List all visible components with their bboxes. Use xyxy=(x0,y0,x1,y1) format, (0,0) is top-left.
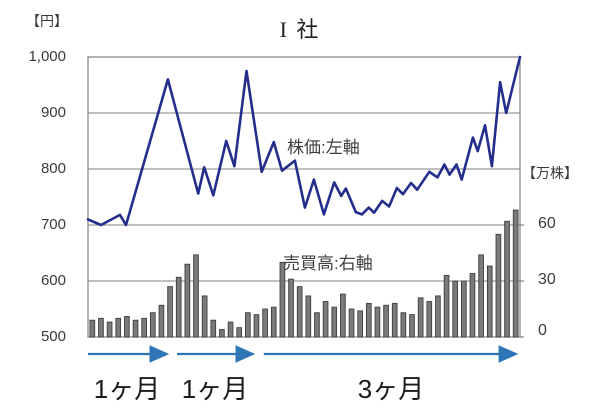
volume-bar xyxy=(357,310,363,338)
volume-bar xyxy=(495,233,502,338)
volume-bar xyxy=(210,319,217,338)
volume-bar xyxy=(469,273,476,338)
volume-bar xyxy=(443,274,450,338)
right-axis-unit-label: 【万株】 xyxy=(522,165,578,181)
volume-bar xyxy=(417,297,424,338)
volume-bar xyxy=(106,321,113,338)
chart-title: I 社 xyxy=(279,17,321,42)
period-label-3month: 3ヶ月 xyxy=(357,374,425,404)
volume-bar xyxy=(322,301,329,338)
volume-bar xyxy=(245,312,251,338)
left-axis-unit-label: 【円】 xyxy=(26,13,68,29)
volume-bar xyxy=(512,209,519,338)
left-axis-tick-1000: 1,000 xyxy=(28,48,66,65)
volume-bar xyxy=(167,286,173,338)
left-axis-tick-900: 900 xyxy=(40,104,66,121)
volume-bar xyxy=(331,306,338,338)
volume-bar xyxy=(400,312,407,338)
volume-bar xyxy=(193,254,199,338)
period-label-1month-a: 1ヶ月 xyxy=(93,374,161,404)
price-series-annotation: 株価:左軸 xyxy=(287,138,360,157)
volume-bar xyxy=(305,295,312,338)
volume-bar xyxy=(391,302,398,338)
volume-bar xyxy=(132,319,139,338)
volume-bar xyxy=(158,304,165,338)
volume-bar xyxy=(435,295,441,338)
volume-bar xyxy=(486,265,493,338)
volume-bar xyxy=(227,321,234,338)
volume-bar xyxy=(296,286,303,338)
volume-bar xyxy=(314,312,320,338)
volume-series-annotation: 売買高:右軸 xyxy=(283,254,373,273)
volume-bar xyxy=(365,302,372,338)
plot-border xyxy=(87,56,521,338)
left-axis-tick-600: 600 xyxy=(40,272,66,289)
volume-bar xyxy=(89,319,96,338)
volume-bar xyxy=(288,278,294,338)
left-axis-tick-700: 700 xyxy=(40,216,66,233)
volume-bar xyxy=(115,317,122,338)
volume-bar xyxy=(236,327,243,338)
volume-bar xyxy=(253,314,260,338)
volume-bar xyxy=(374,306,381,338)
volume-bar xyxy=(348,308,355,338)
volume-bar xyxy=(149,312,156,338)
volume-bar xyxy=(340,293,346,338)
left-axis-tick-800: 800 xyxy=(40,160,66,177)
volume-bar xyxy=(175,276,182,338)
volume-bar xyxy=(124,316,130,338)
left-axis-tick-500: 500 xyxy=(40,328,66,345)
period-label-1month-b: 1ヶ月 xyxy=(181,374,249,404)
volume-bar xyxy=(141,317,147,338)
volume-bar xyxy=(478,254,484,338)
volume-bar xyxy=(98,317,104,338)
volume-bar xyxy=(409,314,415,338)
volume-bar xyxy=(262,308,268,338)
volume-bar xyxy=(184,263,191,338)
volume-bar xyxy=(383,304,389,338)
volume-bar xyxy=(504,220,510,338)
volume-bar xyxy=(461,280,467,338)
price-line xyxy=(86,55,522,227)
right-axis-tick-60: 60 xyxy=(538,215,556,232)
volume-bar xyxy=(270,306,277,338)
volume-bar xyxy=(426,301,433,338)
volume-bar xyxy=(452,280,459,338)
volume-bar xyxy=(279,261,286,338)
volume-bar xyxy=(201,295,208,338)
volume-bar xyxy=(219,329,225,338)
right-axis-tick-0: 0 xyxy=(538,322,547,339)
right-axis-tick-30: 30 xyxy=(538,271,556,288)
